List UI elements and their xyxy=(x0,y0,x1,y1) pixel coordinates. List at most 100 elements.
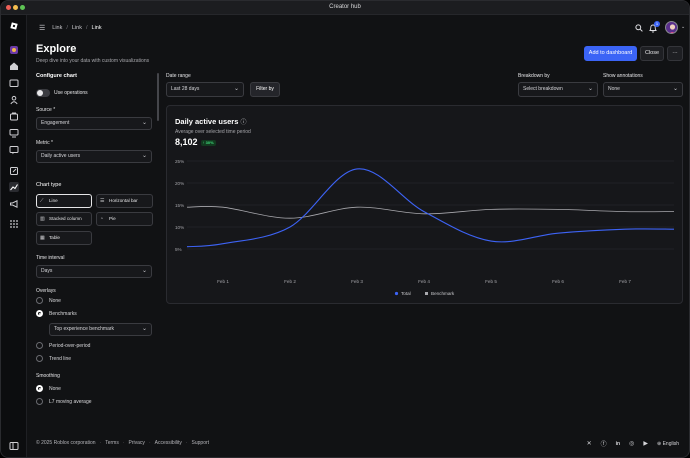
footer-link-privacy[interactable]: Privacy xyxy=(128,440,145,446)
x-tick-label: Feb 2 xyxy=(284,279,296,284)
filter-by-button[interactable]: Filter by xyxy=(250,82,280,97)
maximize-window-dot[interactable] xyxy=(20,5,25,10)
chart-type-label-text: Table xyxy=(49,235,60,240)
add-to-dashboard-button[interactable]: Add to dashboard xyxy=(584,46,637,61)
x-tick-label: Feb 7 xyxy=(619,279,631,284)
metric-value-row: 8,102 ↑ 30% xyxy=(175,137,216,147)
megaphone-icon[interactable] xyxy=(9,199,19,209)
breakdown-value: Select breakdown xyxy=(523,86,563,92)
breadcrumb-link[interactable]: Link xyxy=(52,25,63,31)
x-tick-label: Feb 6 xyxy=(552,279,564,284)
bar-chart-icon: ☰ xyxy=(100,198,105,204)
sidebar-toggle-icon[interactable] xyxy=(9,441,19,451)
delta-badge: ↑ 30% xyxy=(200,139,216,146)
overlay-trend-radio[interactable] xyxy=(36,355,43,362)
chart-type-stacked-column[interactable]: ▥ Stacked column xyxy=(36,212,92,226)
chart-type-table[interactable]: ▦ Table xyxy=(36,231,92,245)
menu-icon[interactable]: ☰ xyxy=(39,25,46,32)
close-button[interactable]: Close xyxy=(640,46,664,61)
metric-label: Metric * xyxy=(36,140,53,146)
smoothing-none-radio[interactable] xyxy=(36,385,43,392)
smoothing-none-label: None xyxy=(49,386,61,392)
metric-value: Daily active users xyxy=(41,153,81,159)
apps-grid-icon[interactable] xyxy=(9,219,19,229)
folder-icon[interactable] xyxy=(9,78,19,88)
breadcrumb-link[interactable]: Link xyxy=(71,25,82,31)
date-range-select[interactable]: Last 28 days ⌄ xyxy=(166,82,244,97)
facebook-icon[interactable]: ⓕ xyxy=(600,442,607,448)
chevron-down-icon: ⌄ xyxy=(141,120,147,126)
y-tick-label: 10% xyxy=(175,225,184,230)
overlay-period-radio[interactable] xyxy=(36,342,43,349)
chart-type-pie[interactable]: ◔ Pie xyxy=(96,212,153,226)
linkedin-icon[interactable]: in xyxy=(615,440,621,447)
chevron-down-icon: ⌄ xyxy=(587,86,593,92)
instagram-icon[interactable]: ◎ xyxy=(629,441,635,447)
users-icon[interactable] xyxy=(9,95,19,105)
footer-link-support[interactable]: Support xyxy=(191,440,210,446)
store-icon[interactable] xyxy=(9,111,19,121)
overlay-benchmarks-radio[interactable] xyxy=(36,310,43,317)
analytics-icon[interactable] xyxy=(9,182,19,192)
legend-label: Benchmark xyxy=(431,291,455,296)
chart-type-label: Chart type xyxy=(36,182,62,188)
footer: © 2025 Roblox corporation · Terms · Priv… xyxy=(36,440,679,448)
home-icon[interactable] xyxy=(9,61,19,71)
experience-avatar-icon[interactable] xyxy=(9,45,19,55)
minimize-window-dot[interactable] xyxy=(13,5,18,10)
config-scrollbar[interactable] xyxy=(157,73,159,121)
footer-link-terms[interactable]: Terms xyxy=(105,440,119,446)
chart-type-line[interactable]: ⟋ Line xyxy=(36,194,92,208)
pie-chart-icon: ◔ xyxy=(100,216,104,222)
source-select[interactable]: Engagement ⌄ xyxy=(36,117,152,130)
metric-select[interactable]: Daily active users ⌄ xyxy=(36,150,152,163)
youtube-icon[interactable]: ▶ xyxy=(643,441,648,447)
avatar[interactable] xyxy=(665,21,678,34)
copyright-text: © 2025 Roblox corporation xyxy=(36,440,96,446)
x-icon[interactable]: ✕ xyxy=(586,441,592,447)
roblox-logo-icon[interactable] xyxy=(9,21,19,31)
table-icon: ▦ xyxy=(40,235,45,241)
legend-swatch-benchmark xyxy=(425,292,428,295)
monitor-icon[interactable] xyxy=(9,128,19,138)
close-window-dot[interactable] xyxy=(6,5,11,10)
notification-badge: 1 xyxy=(654,21,660,27)
annotations-label: Show annotations xyxy=(603,73,643,79)
series-line-benchmark xyxy=(186,205,675,219)
window-title: Creator hub xyxy=(329,4,361,10)
chevron-down-icon: ⌄ xyxy=(141,326,147,332)
overlay-none-radio[interactable] xyxy=(36,297,43,304)
breakdown-select[interactable]: Select breakdown ⌄ xyxy=(518,82,598,97)
benchmark-select[interactable]: Top experience benchmark ⌄ xyxy=(49,323,152,336)
annotations-select[interactable]: None ⌄ xyxy=(603,82,683,97)
chart-type-label-text: Horizontal bar xyxy=(109,198,138,203)
info-icon[interactable]: ⓘ xyxy=(240,120,247,126)
footer-link-accessibility[interactable]: Accessibility xyxy=(154,440,182,446)
use-operations-toggle[interactable] xyxy=(36,89,50,97)
overlay-trend-label: Trend line xyxy=(49,356,72,362)
more-options-button[interactable]: ··· xyxy=(667,46,683,61)
language-selector[interactable]: ⊕ English xyxy=(657,441,679,447)
chevron-down-icon[interactable]: ⌄ xyxy=(681,24,686,30)
date-range-label: Date range xyxy=(166,73,191,79)
breakdown-label: Breakdown by xyxy=(518,73,550,79)
source-value: Engagement xyxy=(41,120,70,126)
legend-swatch-total xyxy=(394,291,399,296)
breadcrumb-current[interactable]: Link xyxy=(91,25,102,31)
share-icon[interactable] xyxy=(9,166,19,176)
smoothing-l7-label: L7 moving average xyxy=(49,399,92,405)
y-tick-label: 25% xyxy=(175,159,184,164)
bell-icon[interactable]: 1 xyxy=(649,21,660,35)
time-interval-select[interactable]: Days ⌄ xyxy=(36,265,152,278)
metric-title: Daily active users ⓘ xyxy=(175,117,246,126)
chat-icon[interactable] xyxy=(9,145,19,155)
time-interval-label: Time interval xyxy=(36,255,65,261)
smoothing-l7-radio[interactable] xyxy=(36,398,43,405)
chart-card: Daily active users ⓘ Average over select… xyxy=(166,105,683,304)
time-interval-value: Days xyxy=(41,268,53,274)
search-icon[interactable] xyxy=(635,24,643,34)
x-tick-label: Feb 5 xyxy=(485,279,497,284)
title-bar: Creator hub xyxy=(1,1,689,15)
chart-type-horizontal-bar[interactable]: ☰ Horizontal bar xyxy=(96,194,153,208)
